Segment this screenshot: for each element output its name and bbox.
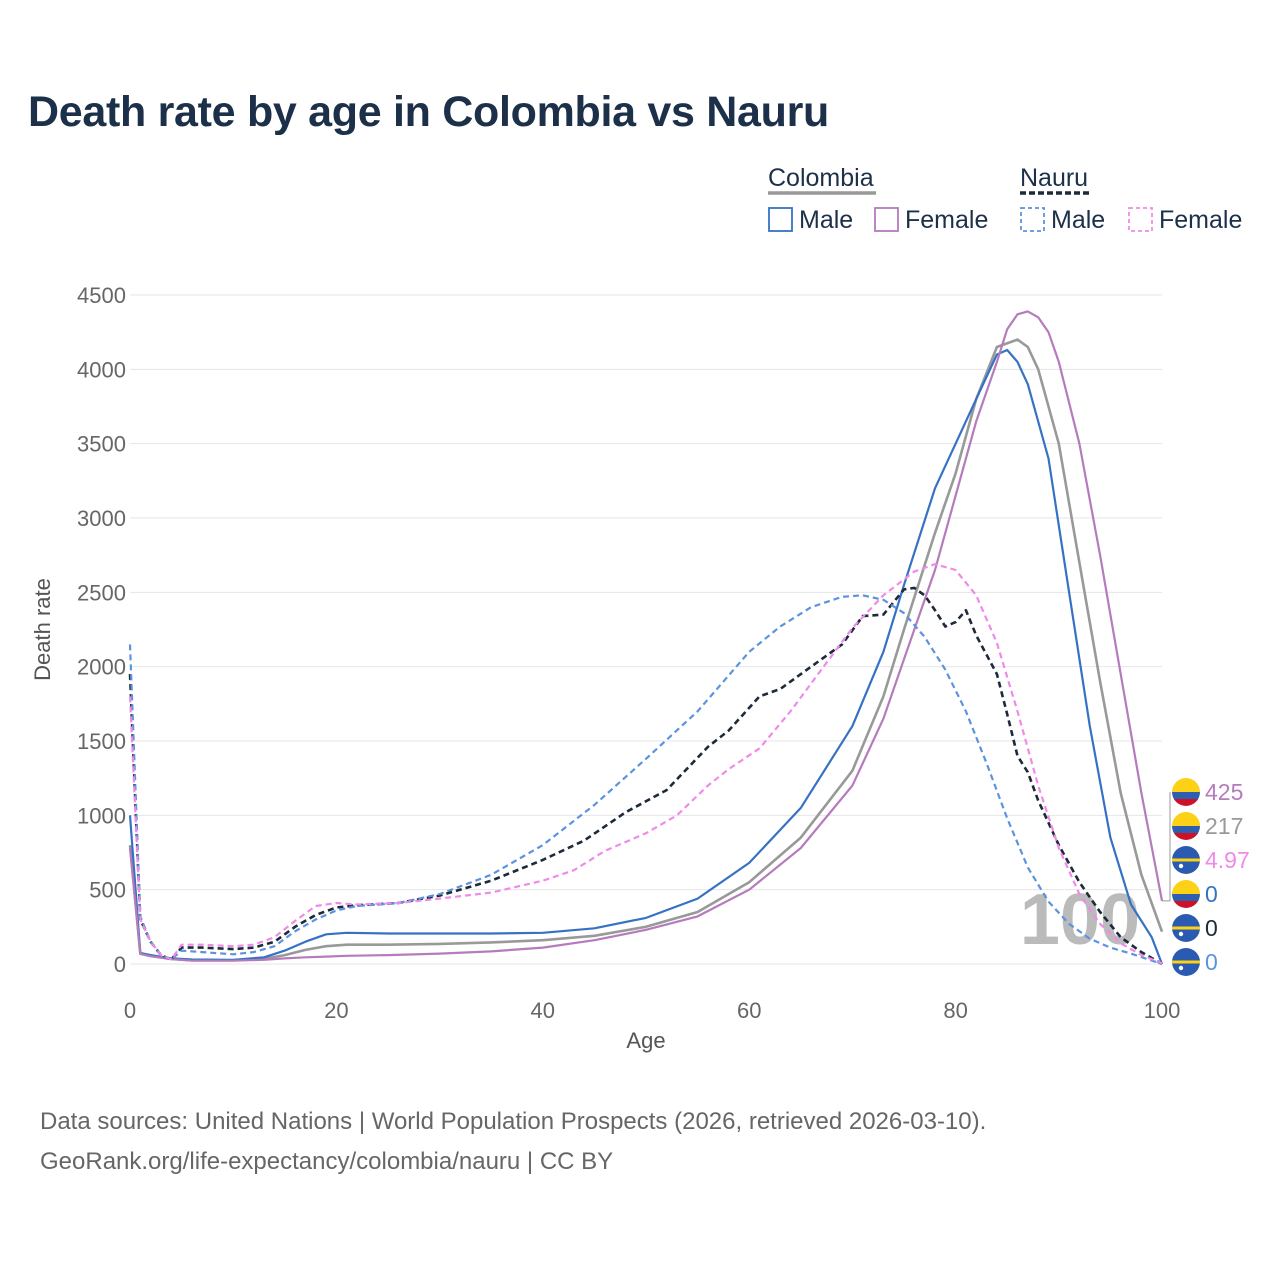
legend-swatch-nauru-female[interactable] — [1128, 207, 1153, 232]
line-nauru-total — [128, 586, 1163, 966]
legend-group-nauru: Nauru — [1020, 164, 1088, 192]
y-tick-label: 4000 — [77, 357, 126, 382]
x-axis-label: Age — [626, 1028, 665, 1053]
y-tick-label: 1500 — [77, 729, 126, 754]
end-label-value: 0 — [1205, 881, 1218, 907]
line-nauru-male — [128, 594, 1163, 966]
x-axis-ticks: 0 20 40 60 80 100 — [124, 998, 1180, 1023]
y-tick-label: 3500 — [77, 432, 126, 457]
legend-item-label[interactable]: Female — [1159, 206, 1242, 234]
end-label-value: 0 — [1205, 915, 1218, 941]
end-label-nauru-flag-icon — [1172, 846, 1200, 874]
legend-item-label[interactable]: Male — [799, 206, 853, 234]
x-tick-label: 80 — [943, 998, 967, 1023]
source-line-2: GeoRank.org/life-expectancy/colombia/nau… — [40, 1148, 614, 1175]
x-tick-label: 40 — [531, 998, 555, 1023]
y-tick-label: 3000 — [77, 506, 126, 531]
end-label-colombia-flag-icon — [1172, 880, 1200, 908]
legend-group-colombia: Colombia — [768, 164, 874, 192]
y-tick-label: 2500 — [77, 580, 126, 605]
source-line-1: Data sources: United Nations | World Pop… — [40, 1108, 987, 1135]
chart-title: Death rate by age in Colombia vs Nauru — [28, 88, 830, 136]
line-colombia-total — [128, 338, 1164, 962]
end-label-value: 217 — [1205, 813, 1243, 839]
end-label-connector — [1162, 792, 1171, 902]
x-tick-label: 100 — [1144, 998, 1181, 1023]
year-watermark: 100 — [1020, 880, 1140, 960]
end-labels: 425 217 4.97 0 0 0 — [1162, 778, 1250, 976]
y-tick-label: 1000 — [77, 803, 126, 828]
x-tick-label: 20 — [324, 998, 348, 1023]
end-label-value: 4.97 — [1205, 847, 1250, 873]
end-label-nauru-flag-icon — [1172, 948, 1200, 976]
end-label-value: 0 — [1205, 949, 1218, 975]
y-axis-label: Death rate — [30, 578, 55, 681]
end-label-colombia-flag-icon — [1172, 778, 1200, 806]
legend-swatch-nauru-male[interactable] — [1020, 207, 1045, 232]
y-tick-label: 4500 — [77, 283, 126, 308]
line-nauru-female — [128, 563, 1163, 965]
end-label-nauru-flag-icon — [1172, 914, 1200, 942]
x-tick-label: 0 — [124, 998, 136, 1023]
line-colombia-male — [128, 348, 1164, 965]
x-tick-label: 60 — [737, 998, 761, 1023]
end-label-colombia-flag-icon — [1172, 812, 1200, 840]
gridlines — [130, 294, 1162, 965]
y-tick-label: 500 — [89, 878, 126, 903]
y-tick-label: 0 — [114, 952, 126, 977]
legend-swatch-colombia-female[interactable] — [874, 207, 899, 232]
end-label-value: 425 — [1205, 779, 1243, 805]
legend-item-label[interactable]: Male — [1051, 206, 1105, 234]
y-axis-ticks: 0 500 1000 1500 2000 2500 3000 3500 4000 4500 — [77, 283, 126, 977]
line-colombia-female — [128, 310, 1164, 962]
legend-swatch-colombia-male[interactable] — [768, 207, 793, 232]
legend: Colombia Male Female Nauru Male Female — [768, 164, 1242, 234]
legend-item-label[interactable]: Female — [905, 206, 988, 234]
series-lines — [128, 310, 1164, 966]
y-tick-label: 2000 — [77, 655, 126, 680]
